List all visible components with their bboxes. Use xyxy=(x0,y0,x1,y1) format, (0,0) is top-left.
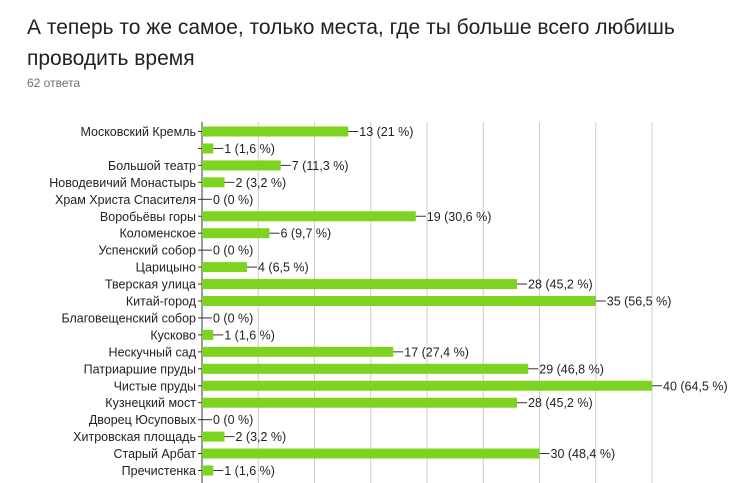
value-label: 0 (0 %) xyxy=(213,413,253,427)
category-label: Патриаршие пруды xyxy=(84,362,196,376)
value-label: 1 (1,6 %) xyxy=(224,464,275,478)
value-label: 40 (64,5 %) xyxy=(663,379,728,393)
bar[interactable] xyxy=(202,363,529,374)
category-label: Дворец Юсуповых xyxy=(89,413,197,427)
category-label: Воробьёвы горы xyxy=(100,210,196,224)
value-label: 4 (6,5 %) xyxy=(258,261,309,275)
value-label: 17 (27,4 %) xyxy=(404,345,469,359)
category-label: Новодевичий Монастырь xyxy=(49,176,196,190)
category-label: Хитровская площадь xyxy=(73,430,196,444)
bar-layer xyxy=(202,126,652,476)
value-label: 35 (56,5 %) xyxy=(607,295,672,309)
category-label: Старый Арбат xyxy=(113,447,196,461)
label-layer: Московский Кремль 13 (21 %) 1 (1,6 %) Больш… xyxy=(49,125,727,478)
chart-title: А теперь то же самое, только места, где … xyxy=(27,16,675,70)
category-label: Чистые пруды xyxy=(114,379,196,393)
bar[interactable] xyxy=(202,160,281,171)
value-label: 0 (0 %) xyxy=(213,193,253,207)
category-label: Благовещенский собор xyxy=(61,311,196,325)
value-label: 6 (9,7 %) xyxy=(281,227,332,241)
bar[interactable] xyxy=(202,228,270,239)
category-label: Пречистенка xyxy=(122,464,196,478)
value-label: 2 (3,2 %) xyxy=(236,176,287,190)
category-label: Успенский собор xyxy=(98,244,196,258)
value-label: 28 (45,2 %) xyxy=(528,396,593,410)
category-label: Большой театр xyxy=(108,159,196,173)
category-label: Московский Кремль xyxy=(80,125,196,139)
bar[interactable] xyxy=(202,448,540,459)
category-label: Коломенское xyxy=(119,227,196,241)
category-label: Китай-город xyxy=(126,295,197,309)
bar[interactable] xyxy=(202,397,517,408)
category-label: Царицыно xyxy=(136,261,196,275)
bar[interactable] xyxy=(202,126,349,137)
bar[interactable] xyxy=(202,465,214,476)
bar[interactable] xyxy=(202,431,225,442)
bar[interactable] xyxy=(202,262,247,273)
category-label: Кусково xyxy=(150,328,196,342)
value-label: 13 (21 %) xyxy=(359,125,413,139)
value-label: 1 (1,6 %) xyxy=(224,328,275,342)
category-label: Кузнецкий мост xyxy=(105,396,196,410)
value-label: 0 (0 %) xyxy=(213,244,253,258)
value-label: 30 (48,4 %) xyxy=(551,447,616,461)
bar[interactable] xyxy=(202,279,517,290)
category-label: Храм Христа Спасителя xyxy=(55,193,196,207)
value-label: 28 (45,2 %) xyxy=(528,278,593,292)
bar[interactable] xyxy=(202,211,416,222)
value-label: 1 (1,6 %) xyxy=(224,142,275,156)
bar[interactable] xyxy=(202,177,225,188)
category-label: Тверская улица xyxy=(105,278,196,292)
bar[interactable] xyxy=(202,346,394,357)
category-label: Нескучный сад xyxy=(109,345,197,359)
value-label: 0 (0 %) xyxy=(213,311,253,325)
value-label: 2 (3,2 %) xyxy=(236,430,287,444)
value-label: 29 (46,8 %) xyxy=(539,362,604,376)
bar[interactable] xyxy=(202,296,596,306)
bar[interactable] xyxy=(202,380,652,391)
value-label: 7 (11,3 %) xyxy=(292,159,349,173)
response-count: 62 ответа xyxy=(27,76,81,90)
bar[interactable] xyxy=(202,143,214,154)
value-label: 19 (30,6 %) xyxy=(427,210,492,224)
bar[interactable] xyxy=(202,329,214,340)
